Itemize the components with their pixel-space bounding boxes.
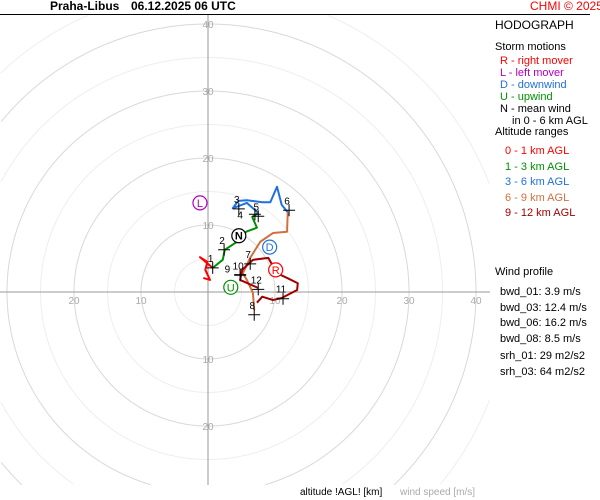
height-marker-cross — [283, 204, 296, 217]
header-divider — [0, 14, 590, 15]
height-marker-cross — [244, 257, 257, 270]
height-marker-label: 6 — [284, 196, 290, 207]
height-marker-label: 5 — [253, 202, 259, 213]
wind-profile-item: bwd_03: 12.4 m/s — [500, 301, 587, 314]
height-marker-cross — [218, 243, 231, 256]
storm-motion-item: N - mean wind — [500, 103, 571, 115]
storm-motion-marker — [268, 262, 284, 278]
tick-label-right: 30 — [403, 296, 415, 307]
tick-label-up: 10 — [202, 221, 214, 232]
height-marker-label: 4 — [237, 210, 243, 221]
height-marker-label: 3 — [234, 195, 240, 206]
wind-profile-title: Wind profile — [495, 266, 554, 278]
altitude-label: altitude !AGL! [km] — [300, 487, 383, 498]
storm-motion-item: R - right mover — [500, 55, 573, 67]
storm-motion-item: L - left mover — [500, 67, 564, 79]
tick-label-right: 20 — [336, 296, 348, 307]
panel-title: HODOGRAPH — [495, 18, 574, 32]
storm-motion-item: D - downwind — [500, 79, 567, 91]
storm-motion-marker — [223, 279, 239, 295]
height-marker-label: 2 — [219, 236, 225, 247]
storm-motion-label: U — [227, 282, 235, 294]
series-line-4 — [239, 256, 299, 304]
tick-label-right: 10 — [269, 296, 281, 307]
height-marker-label: 8 — [249, 301, 255, 312]
altitude-range-item: 0 - 1 km AGL — [505, 145, 570, 157]
height-marker-label: 12 — [251, 275, 263, 286]
height-marker-cross — [206, 261, 219, 274]
credit: CHMI © 2025 — [530, 0, 600, 13]
height-marker-label: 10 — [233, 261, 245, 272]
ring-40 — [0, 23, 477, 486]
height-marker-label: 7 — [245, 250, 251, 261]
height-marker-label: 9 — [225, 265, 231, 276]
datetime: 06.12.2025 06 UTC — [131, 0, 236, 13]
altitude-range-item: 9 - 12 km AGL — [505, 207, 576, 219]
ring-30 — [6, 90, 410, 486]
tick-label-down: 10 — [202, 355, 214, 366]
series-line-3 — [241, 212, 289, 311]
tick-label-left: 20 — [68, 296, 80, 307]
tick-label-up: 20 — [202, 154, 214, 165]
series-line-2 — [231, 185, 289, 214]
altitude-range-item: 6 - 9 km AGL — [505, 191, 570, 204]
height-marker-cross — [248, 308, 261, 321]
speed-label: wind speed [m/s] — [400, 487, 476, 498]
height-marker-cross — [277, 292, 290, 305]
tick-label-up: 30 — [202, 87, 214, 98]
tick-label-down: 20 — [202, 422, 214, 433]
wind-profile-item: bwd_08: 8.5 m/s — [500, 332, 581, 345]
storm-motion-item: U - upwind — [500, 91, 553, 103]
height-marker-cross — [234, 269, 247, 282]
height-marker-cross — [252, 283, 265, 296]
srh-item: srh_01: 29 m2/s2 — [500, 350, 585, 362]
storm-motion-marker — [262, 239, 278, 255]
storm-motion-item: in 0 - 6 km AGL — [512, 115, 588, 127]
storm-motion-label: L — [197, 198, 203, 210]
ring-45 — [0, 15, 490, 485]
storm-motion-marker — [231, 228, 247, 244]
srh-item: srh_03: 64 m2/s2 — [500, 365, 585, 378]
series-line-0 — [198, 256, 214, 281]
height-marker-cross — [248, 208, 261, 221]
height-marker-cross — [232, 202, 245, 215]
tick-label-left: 10 — [135, 296, 147, 307]
storm-motion-label: N — [235, 231, 243, 243]
storm-motions-title: Storm motions — [495, 41, 566, 53]
storm-motion-label: R — [272, 265, 280, 277]
station-name: Praha-Libus — [50, 0, 120, 13]
tick-label-right: 40 — [470, 296, 482, 307]
storm-motion-marker — [192, 195, 208, 211]
ring-35 — [0, 57, 443, 485]
altitude-range-item: 1 - 3 km AGL — [505, 160, 570, 173]
altitude-ranges-title: Altitude ranges — [495, 126, 569, 138]
wind-profile-item: bwd_01: 3.9 m/s — [500, 286, 581, 298]
tick-label-up: 40 — [202, 20, 214, 31]
wind-profile-item: bwd_06: 16.2 m/s — [500, 317, 587, 329]
height-marker-cross — [252, 210, 265, 223]
storm-motion-label: D — [266, 242, 274, 254]
height-marker-label: 1 — [208, 254, 214, 265]
height-marker-label: 11 — [276, 285, 287, 296]
altitude-range-item: 3 - 6 km AGL — [505, 176, 570, 188]
